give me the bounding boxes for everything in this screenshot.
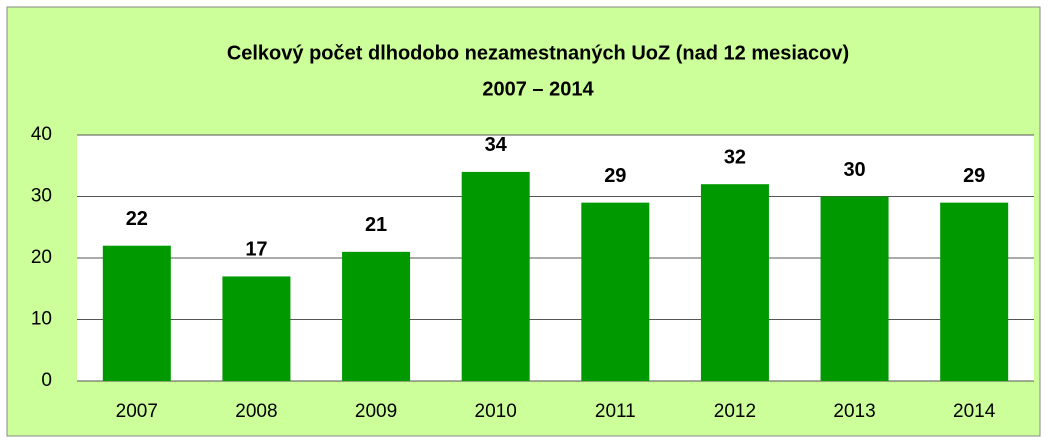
bar bbox=[940, 202, 1009, 381]
x-tick-label: 2013 bbox=[833, 401, 875, 422]
y-tick-label: 30 bbox=[31, 186, 52, 207]
bar bbox=[820, 196, 889, 381]
data-label: 29 bbox=[604, 165, 626, 187]
x-tick-label: 2014 bbox=[953, 401, 996, 422]
chart-subtitle: 2007 – 2014 bbox=[482, 78, 594, 100]
bar bbox=[581, 202, 650, 381]
bar bbox=[700, 184, 769, 381]
data-label: 30 bbox=[843, 159, 865, 181]
x-tick-label: 2009 bbox=[355, 401, 397, 422]
bar bbox=[102, 245, 171, 381]
data-label: 29 bbox=[963, 165, 985, 187]
data-label: 34 bbox=[485, 134, 508, 156]
bar bbox=[342, 251, 411, 381]
x-tick-label: 2011 bbox=[595, 401, 636, 422]
y-tick-label: 20 bbox=[31, 247, 52, 268]
data-label: 22 bbox=[126, 208, 148, 230]
data-label: 21 bbox=[365, 214, 387, 236]
y-tick-label: 40 bbox=[31, 124, 52, 145]
x-tick-label: 2010 bbox=[475, 401, 517, 422]
x-tick-label: 2008 bbox=[235, 401, 277, 422]
x-tick-label: 2007 bbox=[116, 401, 158, 422]
data-label: 17 bbox=[245, 239, 267, 261]
chart-title: Celkový počet dlhodobo nezamestnaných Uo… bbox=[227, 42, 849, 64]
bar bbox=[222, 276, 291, 381]
bar bbox=[461, 171, 530, 381]
data-label: 32 bbox=[724, 146, 746, 168]
y-tick-label: 10 bbox=[31, 309, 52, 330]
y-tick-label: 0 bbox=[41, 370, 52, 391]
x-tick-label: 2012 bbox=[714, 401, 756, 422]
